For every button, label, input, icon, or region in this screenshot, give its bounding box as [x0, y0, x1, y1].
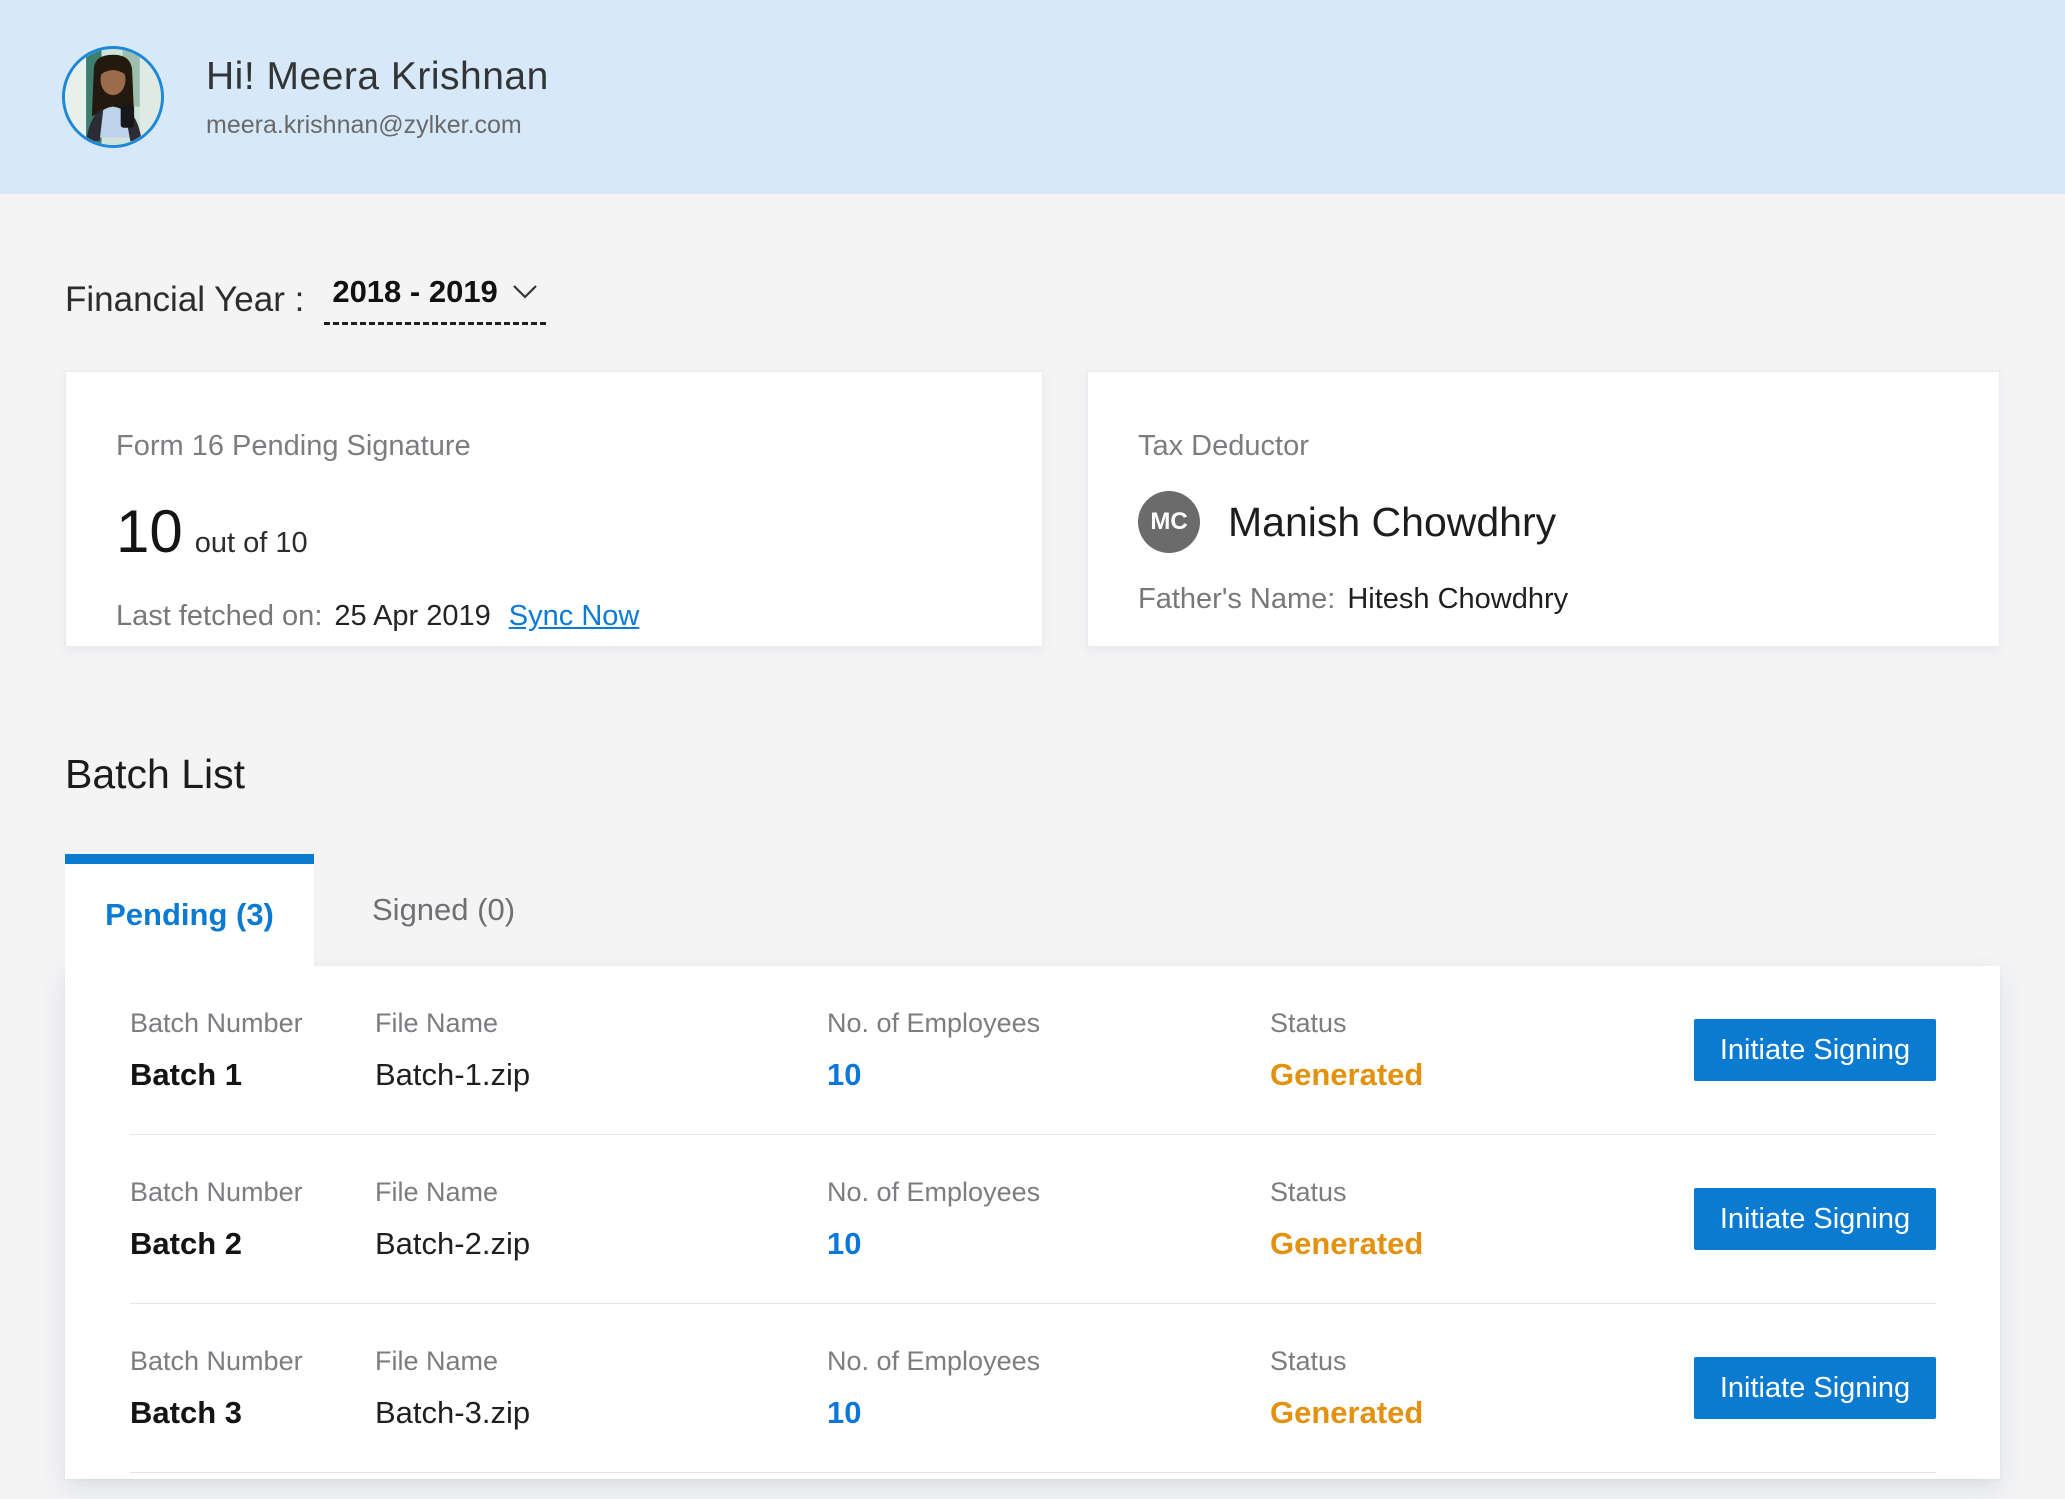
tax-deductor-card: Tax Deductor MC Manish Chowdhry Father's… [1087, 371, 2000, 647]
initiate-signing-button-1[interactable]: Initiate Signing [1694, 1019, 1936, 1081]
status-badge: Generated [1270, 1225, 1424, 1261]
status-badge: Generated [1270, 1394, 1424, 1430]
employees-label: No. of Employees [827, 1176, 1041, 1207]
financial-year-label: Financial Year : [65, 279, 305, 319]
sync-now-link[interactable]: Sync Now [508, 600, 640, 632]
batch-tabs: Pending (3) Signed (0) [65, 854, 2000, 966]
greeting-text: Hi! Meera Krishnan [206, 54, 549, 98]
form16-card-title: Form 16 Pending Signature [116, 430, 471, 462]
batch-number-value: Batch 3 [130, 1394, 242, 1430]
tax-deductor-title: Tax Deductor [1138, 430, 1309, 462]
batch-number-value: Batch 1 [130, 1056, 242, 1092]
batch-table: Batch Number Batch 1 File Name Batch-1.z… [65, 966, 2000, 1479]
chevron-down-icon [512, 284, 538, 300]
table-row-batch-2: Batch Number Batch 2 File Name Batch-2.z… [130, 1135, 1936, 1304]
last-fetched-label: Last fetched on: [116, 600, 323, 632]
status-label: Status [1270, 1176, 1347, 1207]
employees-value[interactable]: 10 [827, 1225, 862, 1261]
employees-value[interactable]: 10 [827, 1394, 862, 1430]
file-name-value: Batch-1.zip [375, 1056, 531, 1092]
deductor-name: Manish Chowdhry [1228, 498, 1557, 545]
deductor-initials-avatar: MC [1138, 491, 1200, 553]
tab-signed[interactable]: Signed (0) [372, 892, 516, 927]
tab-pending[interactable]: Pending (3) [65, 854, 314, 966]
user-avatar [62, 46, 164, 148]
initiate-signing-button-2[interactable]: Initiate Signing [1694, 1188, 1936, 1250]
table-row-batch-3: Batch Number Batch 3 File Name Batch-3.z… [130, 1304, 1936, 1473]
file-name-label: File Name [375, 1345, 499, 1376]
user-photo-illustration [65, 49, 161, 145]
file-name-value: Batch-2.zip [375, 1225, 531, 1261]
status-label: Status [1270, 1007, 1347, 1038]
employees-value[interactable]: 10 [827, 1056, 862, 1092]
user-header: Hi! Meera Krishnan meera.krishnan@zylker… [0, 0, 2065, 194]
status-label: Status [1270, 1345, 1347, 1376]
file-name-label: File Name [375, 1176, 499, 1207]
financial-year-dropdown[interactable]: 2018 - 2019 [324, 274, 546, 325]
table-row-batch-1: Batch Number Batch 1 File Name Batch-1.z… [130, 966, 1936, 1135]
employees-label: No. of Employees [827, 1007, 1041, 1038]
pending-count: 10 [116, 498, 183, 565]
batch-list-title: Batch List [65, 751, 246, 797]
batch-number-label: Batch Number [130, 1345, 303, 1376]
batch-number-value: Batch 2 [130, 1225, 242, 1261]
employees-label: No. of Employees [827, 1345, 1041, 1376]
initiate-signing-button-3[interactable]: Initiate Signing [1694, 1357, 1936, 1419]
user-email: meera.krishnan@zylker.com [206, 110, 522, 139]
status-badge: Generated [1270, 1056, 1424, 1092]
father-name-label: Father's Name: [1138, 583, 1336, 615]
file-name-label: File Name [375, 1007, 499, 1038]
pending-count-suffix: out of 10 [194, 527, 308, 559]
file-name-value: Batch-3.zip [375, 1394, 531, 1430]
financial-year-value: 2018 - 2019 [332, 274, 498, 309]
last-fetched-date: 25 Apr 2019 [334, 600, 491, 632]
batch-number-label: Batch Number [130, 1176, 303, 1207]
batch-number-label: Batch Number [130, 1007, 303, 1038]
form16-pending-card: Form 16 Pending Signature 10 out of 10 L… [65, 371, 1043, 647]
father-name-value: Hitesh Chowdhry [1347, 583, 1569, 615]
